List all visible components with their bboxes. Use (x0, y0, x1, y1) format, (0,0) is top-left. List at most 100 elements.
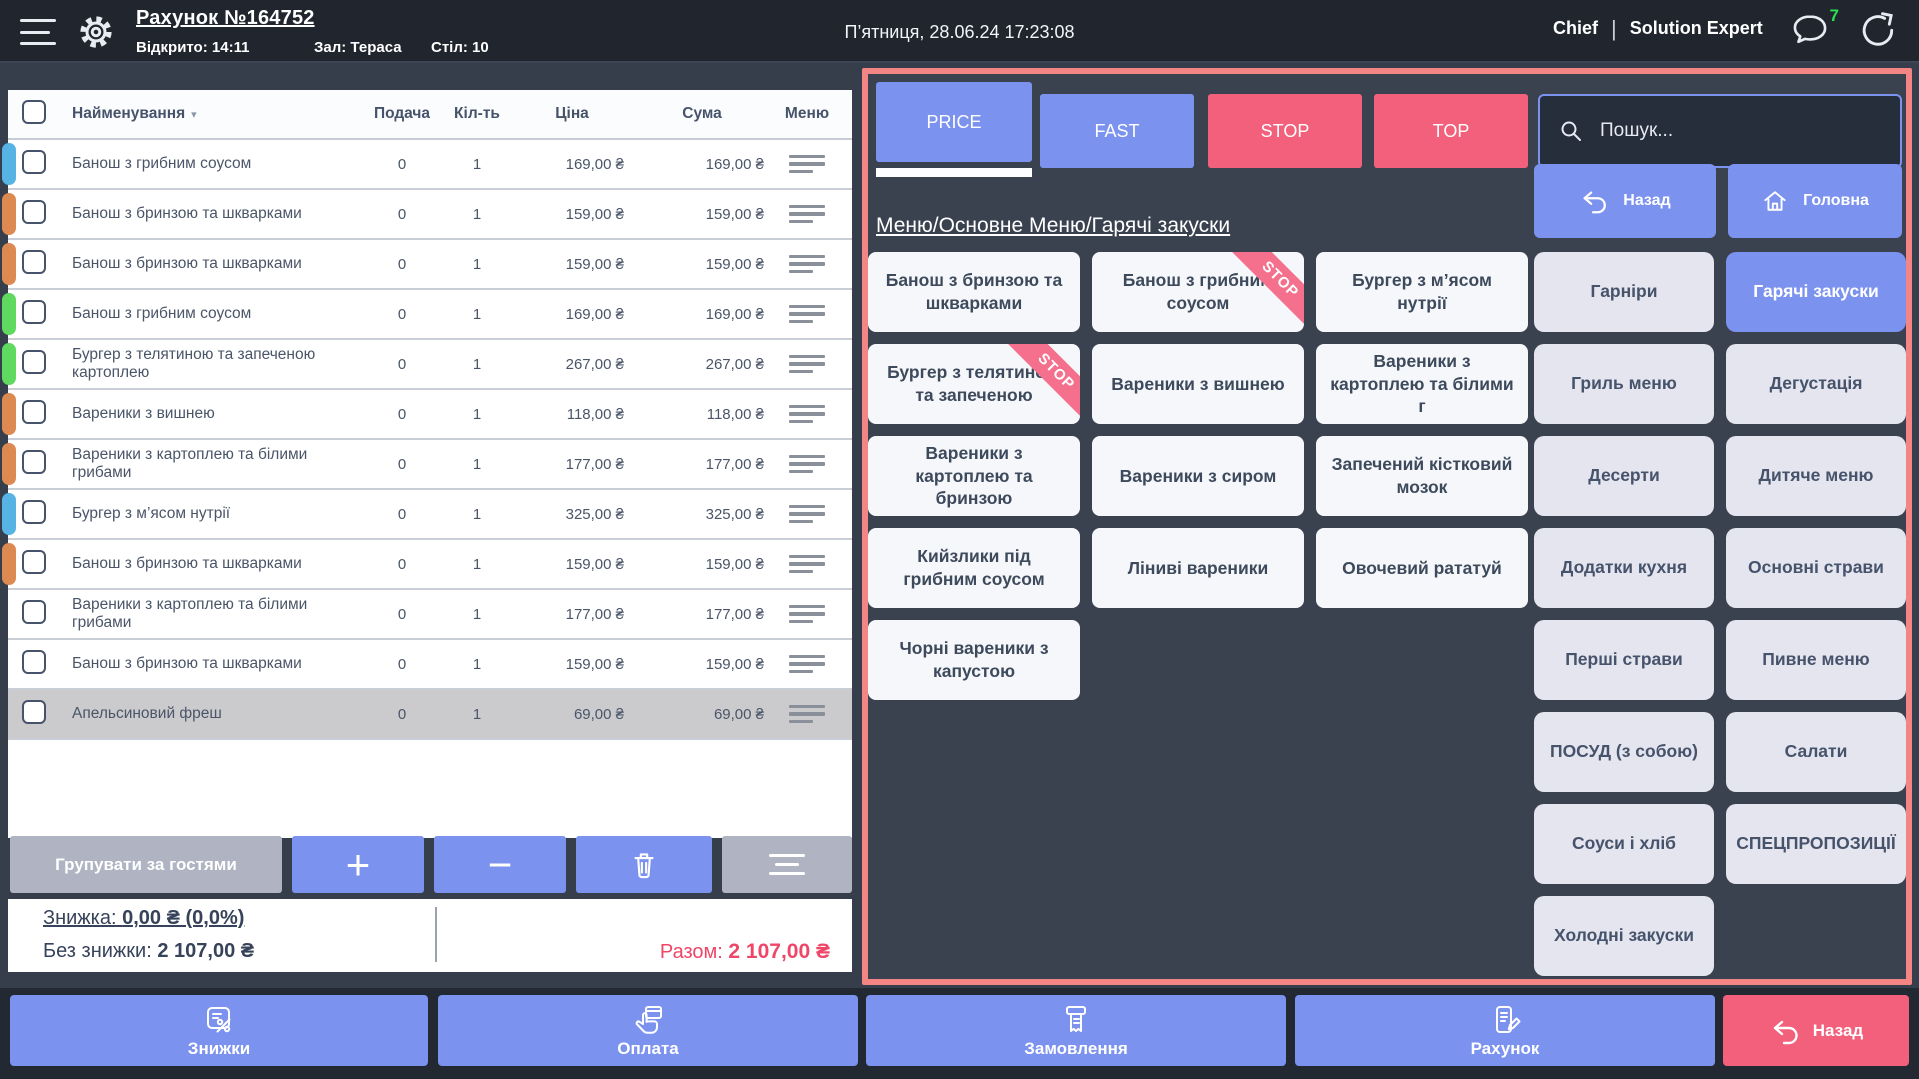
row-menu-icon[interactable] (789, 704, 825, 724)
bill-button[interactable]: Рахунок (1295, 995, 1715, 1066)
decrease-qty-button[interactable]: − (434, 836, 566, 893)
row-checkbox[interactable] (22, 400, 46, 424)
tab-top[interactable]: TOP (1374, 94, 1528, 168)
discount-line[interactable]: Знижка: 0,00 ₴ (0,0%) (43, 907, 244, 930)
row-menu-icon[interactable] (789, 454, 825, 474)
table-row[interactable]: Банош з грибним соусом 0 1 169,00 ₴ 169,… (2, 140, 852, 190)
table-row[interactable]: Вареники з картоплею та білими грибами 0… (8, 590, 852, 640)
tab-price[interactable]: PRICE (876, 82, 1032, 162)
row-checkbox[interactable] (22, 600, 46, 624)
row-checkbox[interactable] (22, 500, 46, 524)
row-menu-icon[interactable] (789, 654, 825, 674)
bottom-bar: Знижки Оплата Замовлення (0, 988, 1919, 1079)
divider: | (1611, 15, 1617, 41)
table-row[interactable]: Бургер з телятиною та запеченою картопле… (2, 340, 852, 390)
discount-value: 0,00 ₴ (0,0%) (122, 907, 245, 929)
row-checkbox[interactable] (22, 350, 46, 374)
menu-item-button[interactable]: Бургер з телятиною та запеченою STOP (868, 344, 1080, 424)
category-button[interactable]: Соуси і хліб (1534, 804, 1714, 884)
group-by-guests-button[interactable]: Групувати за гостями (10, 836, 282, 893)
table-row[interactable]: Бургер з м’ясом нутрії 0 1 325,00 ₴ 325,… (2, 490, 852, 540)
menu-item-button[interactable]: Кийзлики під грибним соусом (868, 528, 1080, 608)
row-checkbox[interactable] (22, 250, 46, 274)
category-button[interactable]: Холодні закуски (1534, 896, 1714, 976)
row-menu-icon[interactable] (789, 504, 825, 524)
increase-qty-button[interactable]: + (292, 836, 424, 893)
category-label: СПЕЦПРОПОЗИЦІЇ (1736, 833, 1896, 854)
table-row[interactable]: Банош з бринзою та шкварками 0 1 159,00 … (2, 540, 852, 590)
tab-fast[interactable]: FAST (1040, 94, 1194, 168)
user-role[interactable]: Chief (1553, 18, 1598, 38)
table-row[interactable]: Апельсиновий фреш 0 1 69,00 ₴ 69,00 ₴ (8, 690, 852, 740)
category-button[interactable]: Десерти (1534, 436, 1714, 516)
category-button[interactable]: Додатки кухня (1534, 528, 1714, 608)
table-row[interactable]: Банош з бринзою та шкварками 0 1 159,00 … (8, 640, 852, 690)
table-row[interactable]: Банош з бринзою та шкварками 0 1 159,00 … (2, 190, 852, 240)
category-button[interactable]: Пивне меню (1726, 620, 1906, 700)
row-menu-icon[interactable] (789, 154, 825, 174)
menu-item-button[interactable]: Вареники з картоплею та бринзою (868, 436, 1080, 516)
row-actions-button[interactable] (722, 836, 852, 893)
category-button[interactable]: Гарячі закуски (1726, 252, 1906, 332)
category-button[interactable]: Основні страви (1726, 528, 1906, 608)
row-menu-icon[interactable] (789, 204, 825, 224)
row-checkbox[interactable] (22, 700, 46, 724)
row-menu-icon[interactable] (789, 604, 825, 624)
category-button[interactable]: Перші страви (1534, 620, 1714, 700)
category-button[interactable]: СПЕЦПРОПОЗИЦІЇ (1726, 804, 1906, 884)
col-header-name[interactable]: Найменування ▾ (72, 105, 197, 122)
sync-icon[interactable] (1856, 10, 1900, 54)
breadcrumb[interactable]: Меню/Основне Меню/Гарячі закуски (876, 214, 1231, 237)
menu-item-button[interactable]: Вареники з сиром (1092, 436, 1304, 516)
row-menu-icon[interactable] (789, 254, 825, 274)
category-button[interactable]: Дегустація (1726, 344, 1906, 424)
bill-title[interactable]: Рахунок №164752 (136, 7, 315, 29)
search-input[interactable] (1598, 119, 1882, 143)
delete-item-button[interactable] (576, 836, 712, 893)
table-row[interactable]: Вареники з картоплею та білими грибами 0… (2, 440, 852, 490)
table-row[interactable]: Вареники з вишнею 0 1 118,00 ₴ 118,00 ₴ (2, 390, 852, 440)
menu-item-button[interactable]: Чорні вареники з капустою (868, 620, 1080, 700)
payment-button[interactable]: Оплата (438, 995, 858, 1066)
menu-item-button[interactable]: Овочевий рататуй (1316, 528, 1528, 608)
table-row[interactable]: Банош з грибним соусом 0 1 169,00 ₴ 169,… (2, 290, 852, 340)
row-menu-icon[interactable] (789, 404, 825, 424)
menu-item-button[interactable]: Вареники з вишнею (1092, 344, 1304, 424)
menu-item-button[interactable]: Ліниві вареники (1092, 528, 1304, 608)
menu-home-button[interactable]: Головна (1728, 164, 1902, 238)
item-serve: 0 (397, 555, 407, 573)
search-box[interactable] (1538, 94, 1902, 168)
menu-item-button[interactable]: Вареники з картоплею та білими г (1316, 344, 1528, 424)
sort-caret-icon: ▾ (191, 109, 197, 121)
row-checkbox[interactable] (22, 200, 46, 224)
category-button[interactable]: ПОСУД (з собою) (1534, 712, 1714, 792)
menu-back-button[interactable]: Назад (1534, 164, 1716, 238)
category-button[interactable]: Гриль меню (1534, 344, 1714, 424)
category-button[interactable]: Дитяче меню (1726, 436, 1906, 516)
row-menu-icon[interactable] (789, 304, 825, 324)
menu-item-button[interactable]: Бургер з м’ясом нутрії (1316, 252, 1528, 332)
select-all-checkbox[interactable] (22, 99, 46, 124)
category-button[interactable]: Гарніри (1534, 252, 1714, 332)
category-label: Дитяче меню (1758, 465, 1874, 486)
row-checkbox[interactable] (22, 150, 46, 174)
menu-item-button[interactable]: Банош з бринзою та шкварками (868, 252, 1080, 332)
category-button[interactable]: Салати (1726, 712, 1906, 792)
menu-item-button[interactable]: Банош з грибним соусом STOP (1092, 252, 1304, 332)
back-button[interactable]: Назад (1723, 995, 1909, 1066)
row-checkbox[interactable] (22, 450, 46, 474)
row-checkbox[interactable] (22, 300, 46, 324)
table-row[interactable]: Банош з бринзою та шкварками 0 1 159,00 … (2, 240, 852, 290)
chat-icon[interactable]: 7 (1789, 6, 1839, 54)
row-checkbox[interactable] (22, 650, 46, 674)
menu-panel: PRICE FAST STOP TOP Назад (862, 68, 1912, 985)
row-menu-icon[interactable] (789, 554, 825, 574)
hamburger-menu-icon[interactable] (20, 19, 56, 45)
row-checkbox[interactable] (22, 550, 46, 574)
row-menu-icon[interactable] (789, 354, 825, 374)
order-button[interactable]: Замовлення (866, 995, 1286, 1066)
discounts-button[interactable]: Знижки (10, 995, 428, 1066)
gear-icon[interactable] (76, 12, 116, 52)
menu-item-button[interactable]: Запечений кістковий мозок (1316, 436, 1528, 516)
tab-stop[interactable]: STOP (1208, 94, 1362, 168)
